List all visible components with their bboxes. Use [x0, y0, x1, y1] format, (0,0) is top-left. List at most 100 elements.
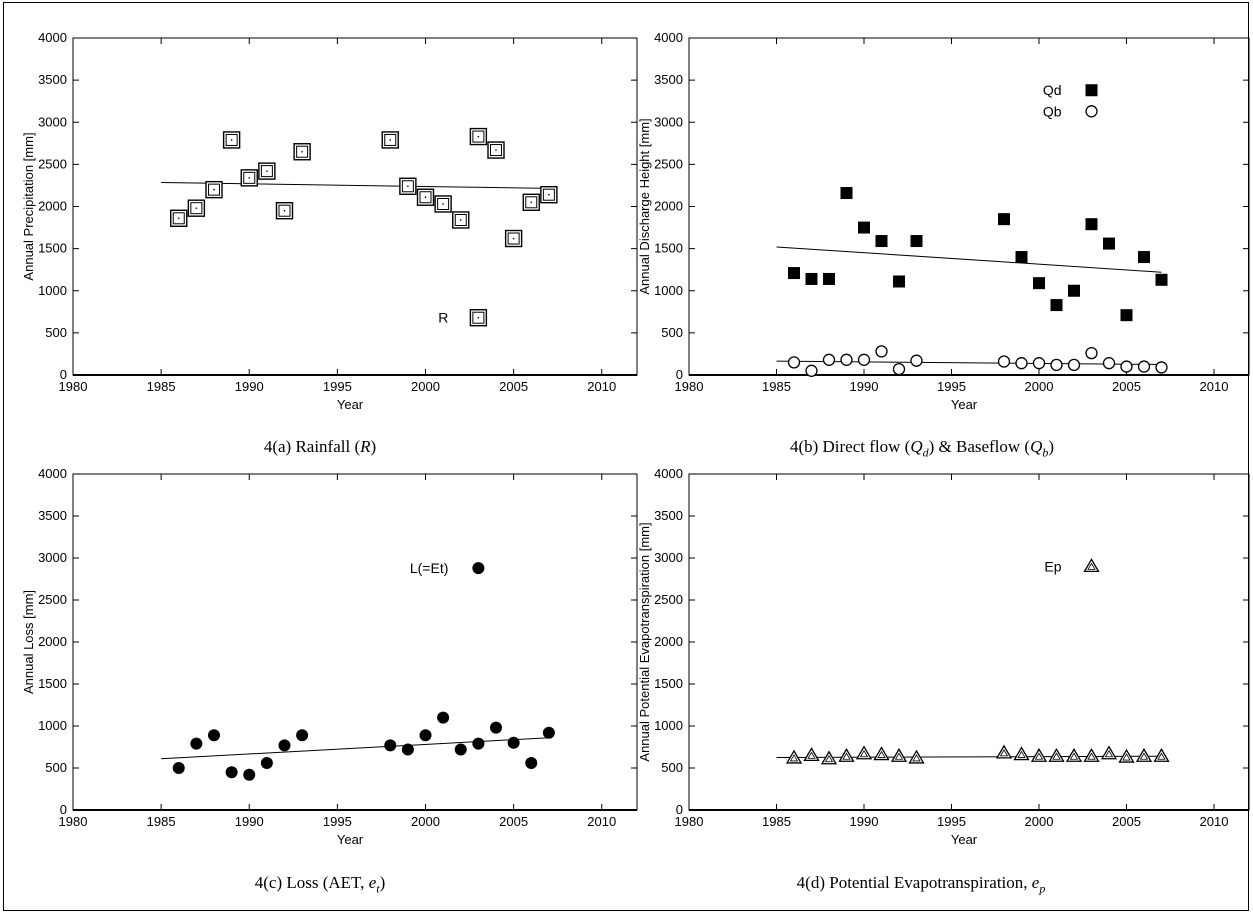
data-point	[170, 209, 188, 227]
marker-inner-triangle	[912, 754, 921, 762]
data-point	[858, 221, 870, 234]
x-axis-title: Year	[951, 832, 978, 847]
x-tick-label: 1985	[762, 379, 791, 394]
x-tick-label: 2010	[587, 814, 616, 829]
data-point	[1155, 273, 1168, 286]
caption-b-symbol-1: Q	[910, 437, 923, 456]
data-point	[1050, 299, 1063, 312]
data-point	[437, 711, 450, 724]
data-point	[875, 345, 888, 358]
data-point	[540, 186, 558, 204]
caption-discharge: 4(b) Direct flow (Qd) & Baseflow (Qb)	[790, 437, 1054, 460]
marker-inner-square	[190, 202, 203, 215]
caption-d-symbol: e	[1031, 873, 1040, 892]
data-point	[1033, 277, 1045, 290]
marker-triangle	[995, 744, 1013, 759]
data-point	[522, 193, 540, 211]
data-point	[490, 721, 502, 734]
x-tick-label: 1990	[850, 379, 879, 394]
marker-triangle	[1100, 745, 1118, 760]
data-point	[1102, 357, 1116, 370]
data-point	[525, 756, 538, 769]
x-tick-label: 2000	[1025, 379, 1054, 394]
data-point	[1015, 251, 1028, 264]
legend-marker	[1085, 84, 1098, 97]
data-point	[785, 749, 803, 764]
data-point	[823, 272, 835, 285]
caption-a-close: )	[370, 437, 377, 456]
data-point	[1118, 748, 1135, 763]
chart-b: 0 500 1000 1500 2000 2500 3000 3500 4000 1980 1985…	[637, 30, 1250, 412]
caption-b-text: 4(b) Direct flow (	[789, 437, 911, 456]
x-tick-label: 1985	[762, 814, 791, 829]
data-point	[260, 756, 273, 769]
data-point	[805, 364, 818, 377]
marker-dot	[495, 149, 497, 151]
chart-a: 0 500 1000 1500 2000 2500 3000 3500 4000 1980 1985…	[21, 30, 638, 412]
data-point	[293, 143, 311, 161]
marker-dot	[477, 316, 480, 319]
marker-dot	[389, 139, 392, 141]
x-tick-label: 1990	[850, 814, 879, 829]
marker-triangle	[890, 747, 908, 762]
y-tick-label: 1500	[38, 676, 67, 691]
x-tick-label: 2005	[499, 379, 528, 394]
data-point	[399, 177, 417, 195]
data-point	[452, 211, 470, 229]
caption-c-symbol: e	[368, 873, 377, 892]
marker-inner-triangle	[1139, 752, 1149, 760]
marker-dot	[407, 185, 409, 188]
trend-line	[161, 181, 549, 189]
marker-inner-square	[172, 212, 185, 225]
marker-dot	[195, 207, 198, 209]
data-point	[542, 726, 555, 739]
marker-inner-square	[243, 171, 256, 184]
y-tick-label: 0	[676, 802, 683, 817]
y-tick-label: 1500	[654, 676, 683, 691]
data-point	[172, 762, 185, 774]
x-tick-label: 1995	[937, 379, 966, 394]
x-tick-label: 1995	[323, 379, 352, 394]
marker-inner-triangle	[807, 751, 816, 759]
y-axis-title: Annual Loss [mm]	[21, 590, 36, 694]
data-point	[187, 199, 206, 217]
marker-triangle	[1153, 747, 1170, 762]
y-tick-label: 2000	[38, 634, 67, 649]
data-point	[875, 235, 888, 248]
x-axis-title: Year	[951, 397, 978, 412]
marker-triangle	[838, 747, 855, 762]
data-point	[504, 229, 523, 248]
data-point	[892, 362, 906, 376]
x-axis-title: Year	[337, 832, 364, 847]
legend-label: Qb	[1043, 103, 1062, 119]
marker-dot	[230, 139, 233, 141]
marker-triangle	[1013, 746, 1030, 761]
marker-inner-triangle	[1069, 752, 1079, 760]
marker-dot	[512, 237, 515, 240]
data-point	[1100, 745, 1118, 760]
marker-inner-square	[507, 232, 520, 245]
y-axis-title: Annual Discharge Height [mm]	[637, 118, 652, 294]
data-point	[838, 747, 855, 762]
marker-dot	[213, 188, 215, 191]
marker-inner-triangle	[1034, 752, 1044, 760]
data-point	[1048, 747, 1065, 762]
data-point	[1085, 346, 1098, 360]
y-tick-label: 2500	[654, 156, 683, 171]
data-point	[788, 267, 800, 280]
y-tick-label: 3000	[38, 114, 67, 129]
x-tick-label: 2000	[411, 814, 440, 829]
marker-inner-square	[208, 183, 220, 196]
data-point	[1103, 237, 1115, 250]
x-tick-label: 1980	[675, 814, 704, 829]
plot-area-frame	[72, 37, 638, 376]
data-point	[855, 745, 873, 760]
legend-label: Qd	[1043, 82, 1062, 98]
marker-inner-square	[384, 133, 397, 146]
data-point	[1135, 747, 1153, 762]
y-tick-label: 3000	[654, 550, 683, 565]
caption-c-text: 4(c) Loss (AET,	[254, 873, 369, 892]
legend-marker	[469, 309, 488, 327]
data-point	[1155, 361, 1168, 374]
